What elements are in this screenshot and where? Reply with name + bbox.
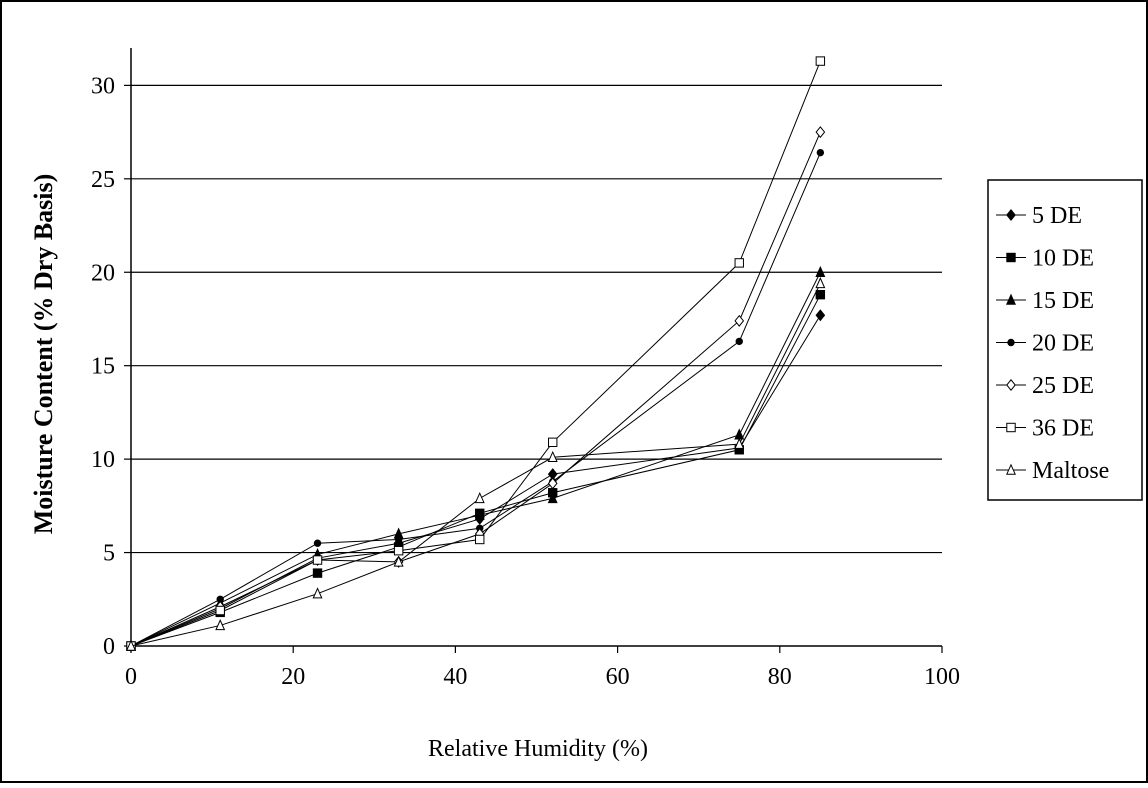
data-point: [815, 277, 826, 289]
series-line: [130, 60, 821, 647]
legend-label: Maltose: [1032, 458, 1109, 484]
data-point: [126, 639, 136, 651]
data-point: [734, 258, 744, 268]
legend-item: 5 DE: [996, 203, 1082, 229]
data-point: [474, 491, 485, 504]
y-tick-label: 10: [91, 447, 115, 473]
tick-labels: 0 5 10 15 20 25 30 0 20 40 60 80 100: [91, 73, 960, 690]
data-point: [734, 437, 745, 449]
legend-marker: [1006, 422, 1016, 433]
series-line: [130, 131, 821, 647]
y-tick-label: 20: [91, 260, 115, 286]
legend-item: 15 DE: [996, 288, 1094, 314]
legend-label: 5 DE: [1032, 203, 1082, 229]
grid-lines: [131, 84, 942, 554]
data-point: [815, 56, 826, 66]
series-group: [126, 56, 826, 652]
y-tick-label: 30: [91, 73, 115, 99]
x-tick-label: 20: [281, 664, 305, 690]
legend-label: 36 DE: [1032, 416, 1094, 442]
data-point: [815, 126, 826, 139]
data-point: [393, 555, 404, 567]
data-point: [815, 265, 826, 277]
legend-label: 20 DE: [1032, 331, 1094, 357]
data-point: [312, 555, 323, 565]
data-point: [313, 539, 322, 547]
legend-item: 20 DE: [996, 331, 1094, 357]
legend-item: Maltose: [996, 458, 1109, 484]
legend-item: 10 DE: [996, 246, 1094, 272]
series-line: [130, 283, 821, 647]
legend-marker: [1006, 293, 1016, 305]
x-tick-label: 60: [606, 664, 630, 690]
legend-label: 10 DE: [1032, 246, 1094, 272]
y-tick-label: 0: [103, 634, 115, 660]
data-point: [215, 619, 226, 631]
data-point: [815, 289, 826, 300]
y-axis-title: Moisture Content (% Dry Basis): [29, 174, 58, 535]
x-tick-label: 100: [924, 664, 960, 690]
legend-item: 36 DE: [996, 416, 1094, 442]
data-point: [547, 450, 558, 462]
data-point: [816, 148, 825, 157]
data-point: [547, 477, 558, 490]
series-line: [130, 272, 821, 647]
data-point: [215, 605, 225, 616]
x-axis-title: Relative Humidity (%): [428, 736, 648, 762]
y-tick-label: 15: [91, 354, 115, 380]
legend-label: 25 DE: [1032, 373, 1094, 399]
legend-item: 25 DE: [996, 373, 1094, 399]
legend-marker: [1007, 338, 1015, 347]
series-maltose: [126, 277, 826, 651]
legend-marker: [1006, 379, 1016, 391]
x-tick-label: 40: [443, 664, 467, 690]
x-tick-label: 0: [125, 664, 137, 690]
legend-label: 15 DE: [1032, 288, 1094, 314]
data-point: [735, 337, 743, 346]
legend-marker: [1006, 463, 1016, 475]
data-point: [548, 437, 558, 448]
data-point: [547, 491, 558, 504]
data-point: [394, 535, 403, 544]
y-tick-label: 25: [91, 167, 115, 193]
data-point: [312, 568, 323, 578]
data-point: [312, 587, 323, 599]
data-point: [393, 545, 404, 556]
x-tick-label: 80: [768, 664, 792, 690]
legend: 5 DE 10 DE 15 DE 20 DE 25 DE 36 DE Maltose: [987, 179, 1143, 501]
series-line: [130, 152, 821, 647]
legend-marker: [1006, 252, 1016, 263]
legend-marker: [1006, 209, 1016, 221]
series-line: [130, 314, 821, 647]
data-point: [475, 534, 485, 545]
data-point: [815, 309, 826, 322]
y-tick-label: 5: [103, 541, 115, 567]
data-point: [474, 508, 485, 520]
data-point: [734, 314, 745, 327]
